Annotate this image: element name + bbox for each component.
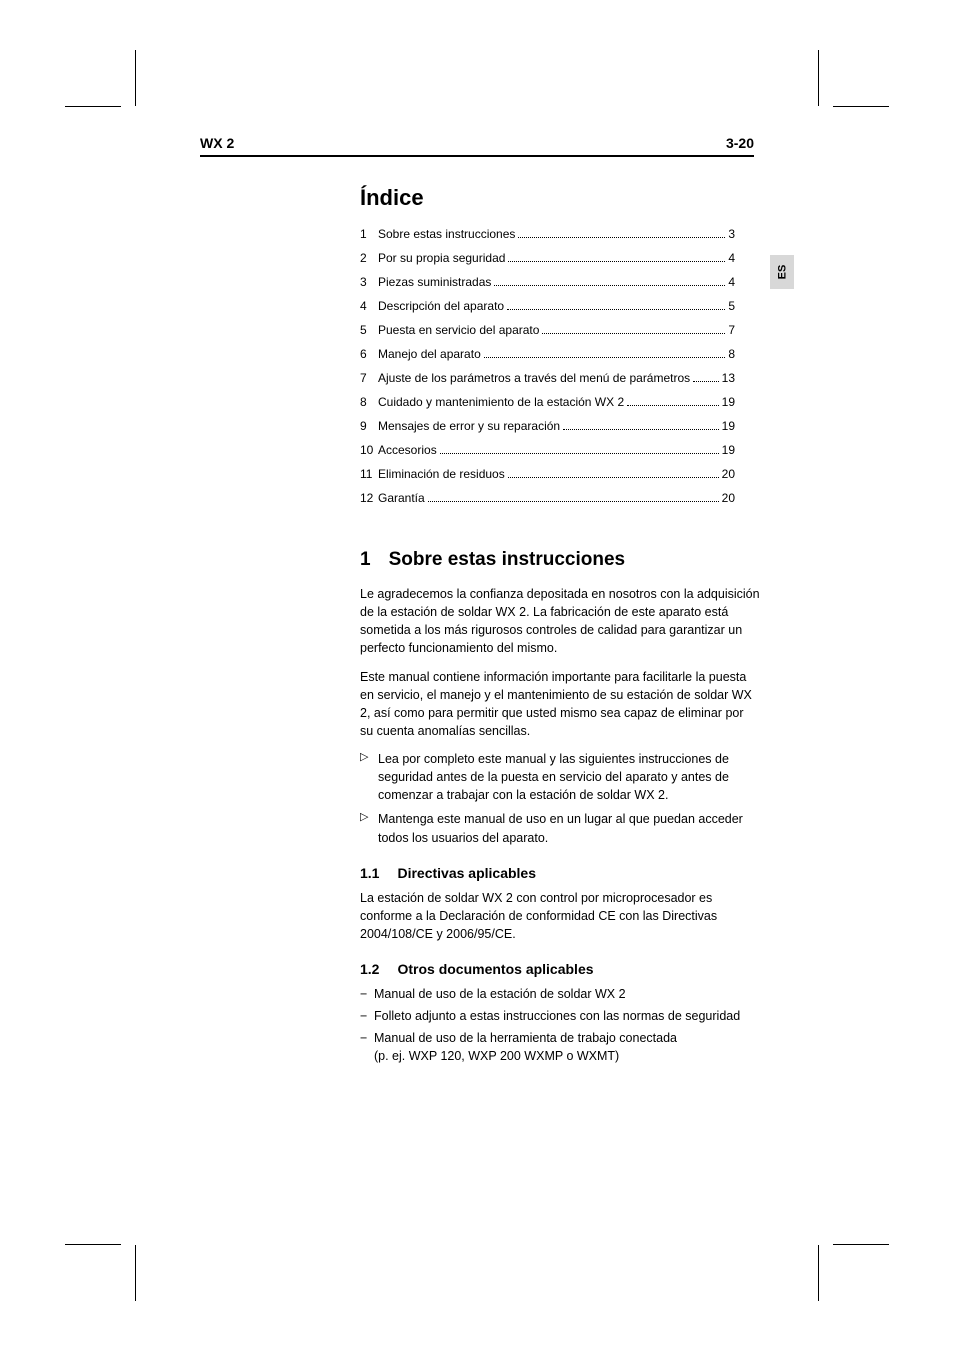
crop-mark [818,50,819,106]
toc-entry-title: Garantía [378,489,425,507]
crop-mark [135,1245,136,1301]
toc-leader-dots [440,453,719,454]
crop-mark [833,1244,889,1245]
toc-leader-dots [508,477,719,478]
toc-entry-number: 1 [360,225,378,243]
toc-entry: 3Piezas suministradas 4 [360,273,735,291]
toc-entry-title: Sobre estas instrucciones [378,225,515,243]
toc-entry-number: 7 [360,369,378,387]
toc-entry-page: 19 [722,417,735,435]
toc-entry-number: 10 [360,441,378,459]
toc-entry-number: 4 [360,297,378,315]
section-title: Sobre estas instrucciones [389,549,626,571]
toc-entry-page: 7 [728,321,735,339]
toc-leader-dots [508,261,725,262]
toc-leader-dots [627,405,719,406]
table-of-contents: 1Sobre estas instrucciones 3 2Por su propi… [360,225,735,507]
language-tab: ES [770,255,794,289]
toc-entry-title: Ajuste de los parámetros a través del me… [378,369,690,387]
toc-entry-page: 4 [728,273,735,291]
toc-entry-title: Mensajes de error y su reparación [378,417,560,435]
subsection-title: Directivas aplicables [397,865,536,881]
header-left: WX 2 [200,135,234,151]
toc-entry: 1Sobre estas instrucciones 3 [360,225,735,243]
crop-mark [818,1245,819,1301]
toc-entry-number: 9 [360,417,378,435]
toc-entry-page: 8 [728,345,735,363]
toc-entry: 11Eliminación de residuos 20 [360,465,735,483]
instruction-item: Mantenga este manual de uso en un lugar … [360,810,760,846]
subsection-heading: 1.1 Directivas aplicables [360,865,754,881]
body-paragraph: Le agradecemos la confianza depositada e… [360,585,760,658]
toc-entry-number: 2 [360,249,378,267]
toc-entry-page: 13 [722,369,735,387]
toc-entry-page: 20 [722,465,735,483]
toc-title: Índice [360,185,754,211]
toc-entry-page: 20 [722,489,735,507]
document-list: Manual de uso de la estación de soldar W… [360,985,780,1066]
toc-entry: 2Por su propia seguridad 4 [360,249,735,267]
document-list-subtext: (p. ej. WXP 120, WXP 200 WXMP o WXMT) [374,1047,780,1065]
subsection-number: 1.2 [360,961,379,977]
crop-mark [135,50,136,106]
toc-leader-dots [518,237,725,238]
toc-leader-dots [693,381,718,382]
crop-mark [833,106,889,107]
toc-entry-page: 3 [728,225,735,243]
crop-mark [65,1244,121,1245]
toc-entry-number: 12 [360,489,378,507]
toc-entry-title: Eliminación de residuos [378,465,505,483]
toc-entry-number: 3 [360,273,378,291]
toc-entry-title: Descripción del aparato [378,297,504,315]
toc-entry-title: Accesorios [378,441,437,459]
instruction-list: Lea por completo este manual y las sigui… [360,750,760,847]
main-column: Índice 1Sobre estas instrucciones32Por s… [360,185,754,1066]
running-header: WX 2 3-20 [200,135,754,157]
toc-leader-dots [428,501,719,502]
body-paragraph: Este manual contiene información importa… [360,668,760,741]
toc-entry-number: 5 [360,321,378,339]
toc-entry: 4Descripción del aparato 5 [360,297,735,315]
toc-leader-dots [484,357,726,358]
subsection-heading: 1.2 Otros documentos aplicables [360,961,754,977]
toc-leader-dots [542,333,725,334]
section-heading: 1 Sobre estas instrucciones [360,549,754,571]
toc-entry-title: Piezas suministradas [378,273,491,291]
page: ES WX 2 3-20 Índice 1Sobre estas instruc… [0,0,954,1351]
body-paragraph: La estación de soldar WX 2 con control p… [360,889,760,943]
toc-entry-page: 19 [722,393,735,411]
toc-entry-number: 6 [360,345,378,363]
language-tab-label: ES [776,265,788,280]
toc-entry-title: Por su propia seguridad [378,249,505,267]
document-list-item: Folleto adjunto a estas instrucciones co… [360,1007,780,1025]
toc-leader-dots [507,309,725,310]
toc-leader-dots [563,429,719,430]
toc-entry-title: Cuidado y mantenimiento de la estación W… [378,393,624,411]
crop-mark [65,106,121,107]
document-list-item: Manual de uso de la herramienta de traba… [360,1029,780,1065]
document-list-item: Manual de uso de la estación de soldar W… [360,985,780,1003]
toc-entry: 10Accesorios 19 [360,441,735,459]
toc-entry: 6Manejo del aparato 8 [360,345,735,363]
toc-entry-title: Manejo del aparato [378,345,481,363]
subsection-title: Otros documentos aplicables [397,961,593,977]
toc-entry-page: 4 [728,249,735,267]
header-right: 3-20 [726,135,754,151]
toc-entry: 7Ajuste de los parámetros a través del m… [360,369,735,387]
toc-entry-number: 8 [360,393,378,411]
toc-entry-page: 5 [728,297,735,315]
toc-entry: 5Puesta en servicio del aparato 7 [360,321,735,339]
toc-entry: 8Cuidado y mantenimiento de la estación … [360,393,735,411]
toc-entry-page: 19 [722,441,735,459]
toc-leader-dots [494,285,725,286]
content-area: WX 2 3-20 Índice 1Sobre estas instruccio… [200,135,754,1070]
toc-entry: 12Garantía 20 [360,489,735,507]
subsection-number: 1.1 [360,865,379,881]
instruction-item: Lea por completo este manual y las sigui… [360,750,760,804]
section-number: 1 [360,549,371,571]
toc-entry-number: 11 [360,465,378,483]
toc-entry: 9Mensajes de error y su reparación 19 [360,417,735,435]
toc-entry-title: Puesta en servicio del aparato [378,321,539,339]
